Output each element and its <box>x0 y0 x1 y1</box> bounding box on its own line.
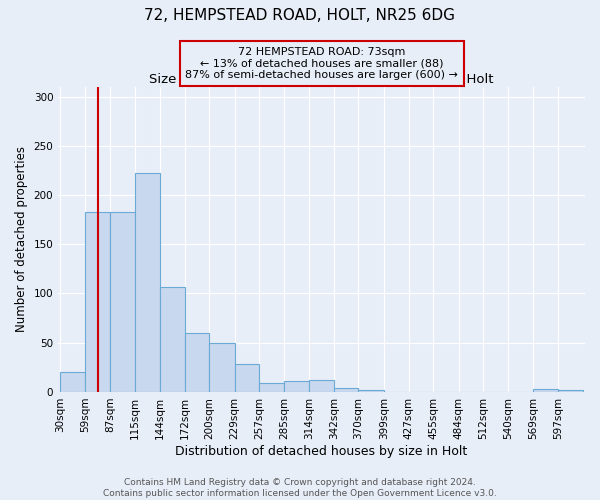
X-axis label: Distribution of detached houses by size in Holt: Distribution of detached houses by size … <box>175 444 468 458</box>
Title: Size of property relative to detached houses in Holt: Size of property relative to detached ho… <box>149 72 494 86</box>
Bar <box>358 390 384 392</box>
Bar <box>134 174 160 392</box>
Bar <box>284 381 309 392</box>
Bar <box>259 383 284 392</box>
Bar <box>60 372 85 392</box>
Bar <box>209 342 235 392</box>
Bar <box>309 380 334 392</box>
Bar <box>85 212 110 392</box>
Bar <box>558 390 583 392</box>
Text: 72, HEMPSTEAD ROAD, HOLT, NR25 6DG: 72, HEMPSTEAD ROAD, HOLT, NR25 6DG <box>145 8 455 22</box>
Bar <box>185 333 209 392</box>
Bar <box>334 388 358 392</box>
Bar <box>235 364 259 392</box>
Y-axis label: Number of detached properties: Number of detached properties <box>15 146 28 332</box>
Text: 72 HEMPSTEAD ROAD: 73sqm
← 13% of detached houses are smaller (88)
87% of semi-d: 72 HEMPSTEAD ROAD: 73sqm ← 13% of detach… <box>185 47 458 80</box>
Bar <box>160 286 185 392</box>
Text: Contains HM Land Registry data © Crown copyright and database right 2024.
Contai: Contains HM Land Registry data © Crown c… <box>103 478 497 498</box>
Bar <box>110 212 134 392</box>
Bar <box>533 389 558 392</box>
